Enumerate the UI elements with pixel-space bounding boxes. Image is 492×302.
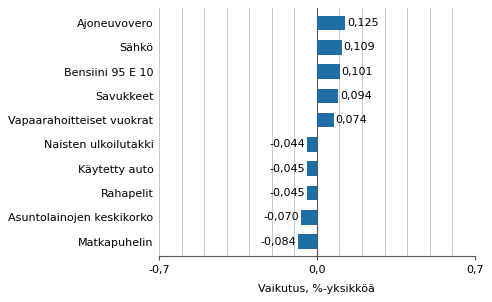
Text: 0,074: 0,074 [336, 115, 367, 125]
X-axis label: Vaikutus, %-yksikköä: Vaikutus, %-yksikköä [258, 284, 375, 294]
Bar [317, 64, 339, 79]
Text: -0,070: -0,070 [264, 212, 299, 222]
Text: -0,045: -0,045 [269, 188, 305, 198]
Text: 0,094: 0,094 [340, 91, 371, 101]
Bar [298, 234, 317, 249]
Text: -0,044: -0,044 [270, 140, 305, 149]
Text: 0,109: 0,109 [343, 42, 375, 52]
Bar [307, 186, 317, 201]
Bar [317, 16, 345, 30]
Text: 0,125: 0,125 [347, 18, 378, 28]
Text: -0,084: -0,084 [260, 237, 296, 247]
Bar [317, 40, 341, 55]
Text: -0,045: -0,045 [269, 164, 305, 174]
Bar [301, 210, 317, 225]
Text: 0,101: 0,101 [341, 66, 373, 76]
Bar [317, 88, 338, 103]
Bar [317, 113, 334, 127]
Bar [307, 137, 317, 152]
Bar [307, 162, 317, 176]
